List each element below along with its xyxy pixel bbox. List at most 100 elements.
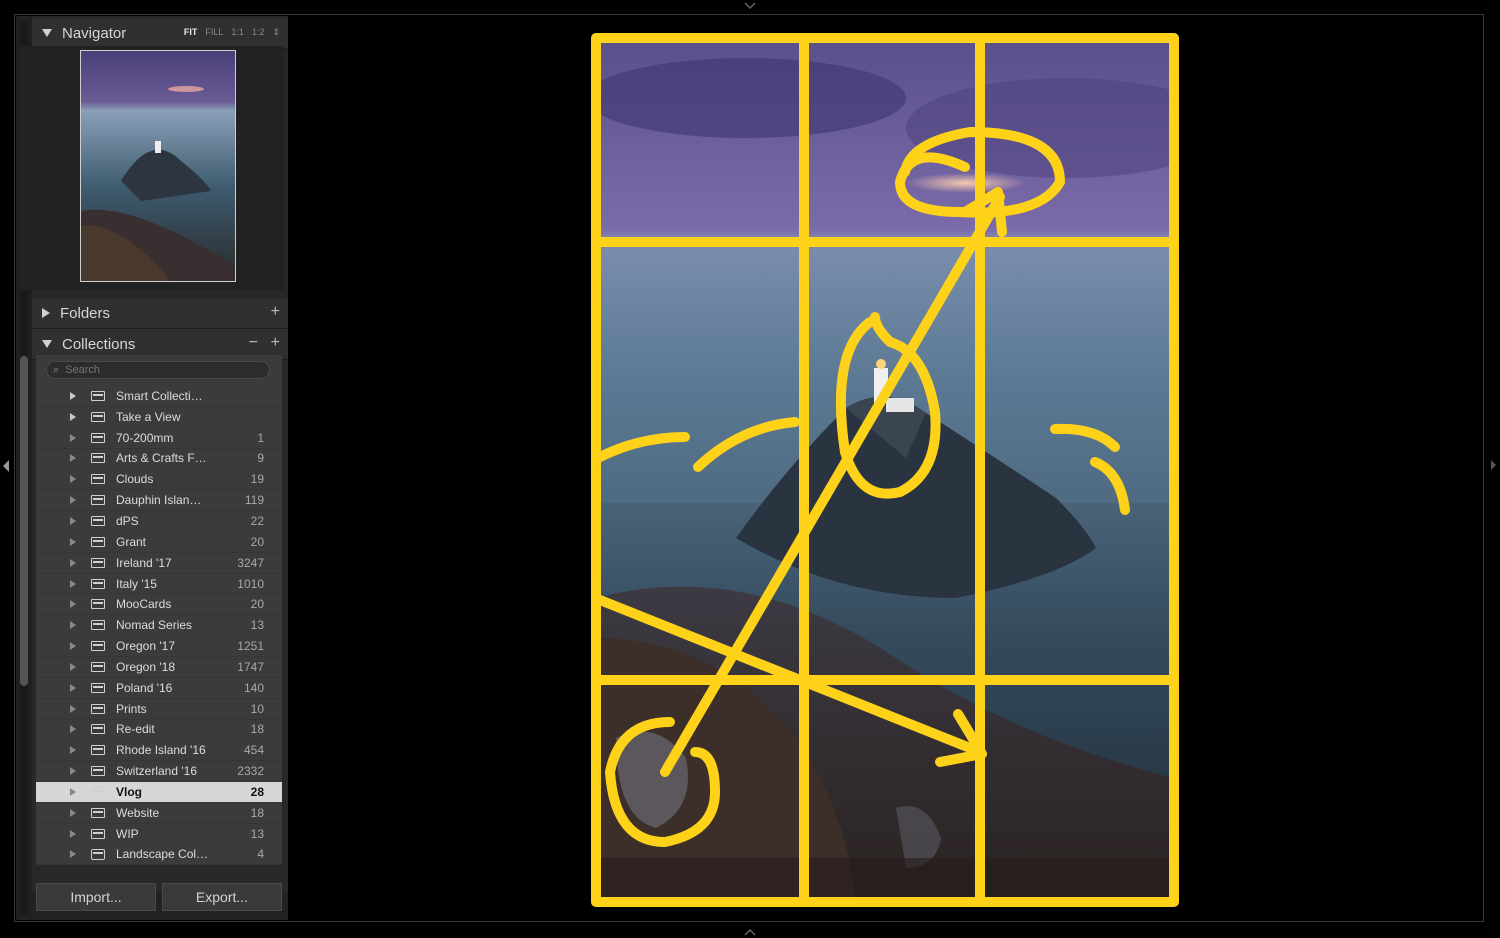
collection-name: Dauphin Islan… — [116, 493, 202, 508]
collection-row[interactable]: Arts & Crafts F… 9 — [36, 449, 282, 470]
disclosure-triangle-icon[interactable] — [70, 537, 76, 546]
zoom-fill[interactable]: FILL — [205, 27, 224, 37]
zoom-updown-icon[interactable]: ⇕ — [272, 27, 280, 37]
expand-triangle-icon[interactable] — [42, 308, 50, 318]
collection-row[interactable]: Smart Collecti… — [36, 386, 282, 407]
scroll-thumb[interactable] — [20, 356, 28, 686]
disclosure-triangle-icon[interactable] — [70, 683, 76, 692]
collection-name: Vlog — [116, 784, 142, 799]
collection-row[interactable]: Dauphin Islan… 119 — [36, 490, 282, 512]
collection-row[interactable]: 70-200mm 1 — [36, 428, 282, 449]
collection-row[interactable]: Grant 20 — [36, 532, 282, 553]
collection-row[interactable]: Re-edit 18 — [36, 720, 282, 741]
collection-count: 13 — [250, 618, 264, 633]
collection-row[interactable]: Poland '16 140 — [36, 678, 282, 699]
disclosure-triangle-icon[interactable] — [70, 579, 76, 588]
disclosure-triangle-icon[interactable] — [70, 829, 76, 838]
disclosure-triangle-icon[interactable] — [70, 621, 76, 630]
collapse-triangle-icon[interactable] — [42, 340, 52, 348]
collection-icon — [91, 620, 105, 631]
disclosure-triangle-icon[interactable] — [70, 662, 76, 671]
collection-row[interactable]: Clouds 19 — [36, 469, 282, 491]
disclosure-triangle-icon[interactable] — [70, 412, 76, 421]
collection-row[interactable]: MooCards 20 — [36, 594, 282, 616]
bottom-panel-toggle-icon[interactable] — [744, 928, 756, 936]
left-panel-toggle-icon[interactable] — [3, 460, 9, 472]
disclosure-triangle-icon[interactable] — [70, 433, 76, 442]
navigator-thumbnail[interactable] — [80, 50, 236, 282]
disclosure-triangle-icon[interactable] — [70, 850, 76, 859]
disclosure-triangle-icon[interactable] — [70, 600, 76, 609]
collection-row[interactable]: Nomad Series 13 — [36, 615, 282, 637]
disclosure-triangle-icon[interactable] — [70, 391, 76, 400]
add-collection-button[interactable]: + — [270, 334, 280, 351]
disclosure-triangle-icon[interactable] — [70, 558, 76, 567]
wave-stroke-4 — [1090, 457, 1130, 515]
collection-icon — [91, 474, 105, 485]
collection-icon — [91, 515, 105, 526]
disclosure-triangle-icon[interactable] — [70, 516, 76, 525]
collection-row[interactable]: Prints 10 — [36, 699, 282, 720]
collection-row[interactable]: Vlog 28 — [36, 782, 282, 803]
collection-count: 3247 — [237, 555, 264, 570]
leading-arrowhead — [960, 187, 1007, 237]
collection-name: Landscape Col… — [116, 847, 209, 862]
collection-row[interactable]: Ireland '17 3247 — [36, 553, 282, 574]
disclosure-triangle-icon[interactable] — [70, 454, 76, 463]
main-photo[interactable] — [596, 38, 1174, 902]
disclosure-triangle-icon[interactable] — [70, 725, 76, 734]
collection-row[interactable]: dPS 22 — [36, 511, 282, 532]
export-button[interactable]: Export... — [162, 883, 282, 911]
disclosure-triangle-icon[interactable] — [70, 787, 76, 796]
remove-collection-button[interactable]: − — [248, 334, 258, 351]
collection-name: Website — [116, 805, 160, 820]
collection-count: 1 — [257, 430, 264, 445]
collection-row[interactable]: Landscape Col… 4 — [36, 845, 282, 865]
disclosure-triangle-icon[interactable] — [70, 808, 76, 817]
collection-row[interactable]: Rhode Island '16 454 — [36, 740, 282, 762]
collection-row[interactable]: Italy '15 1010 — [36, 574, 282, 595]
folders-header[interactable]: Folders + — [32, 298, 288, 329]
collection-row[interactable]: Website 18 — [36, 803, 282, 824]
collection-name: Oregon '18 — [116, 659, 175, 674]
collection-name: Grant — [116, 534, 147, 549]
disclosure-triangle-icon[interactable] — [70, 475, 76, 484]
navigator-header[interactable]: Navigator FIT FILL 1:1 1:2 ⇕ — [32, 18, 288, 49]
photo-canvas[interactable] — [590, 32, 1180, 908]
zoom-1-2[interactable]: 1:2 — [251, 27, 265, 37]
disclosure-triangle-icon[interactable] — [70, 767, 76, 776]
add-folder-button[interactable]: + — [270, 303, 280, 320]
collection-row[interactable]: Take a View — [36, 407, 282, 428]
collection-count: 9 — [257, 451, 264, 466]
collections-list: Smart Collecti… Take a View 70-200mm 1 Arts … — [36, 386, 282, 865]
collection-row[interactable]: WIP 13 — [36, 824, 282, 845]
collection-count: 13 — [250, 826, 264, 841]
collection-name: Re-edit — [116, 722, 155, 737]
disclosure-triangle-icon[interactable] — [70, 642, 76, 651]
zoom-fit[interactable]: FIT — [183, 27, 198, 37]
collections-search[interactable]: ⌕ — [46, 361, 270, 379]
collection-row[interactable]: Oregon '18 1747 — [36, 657, 282, 678]
collection-row[interactable]: Switzerland '16 2332 — [36, 761, 282, 783]
collections-search-input[interactable] — [63, 363, 248, 377]
disclosure-triangle-icon[interactable] — [70, 704, 76, 713]
right-panel-toggle-icon[interactable] — [1491, 460, 1496, 470]
disclosure-triangle-icon[interactable] — [70, 496, 76, 505]
collection-count: 10 — [250, 701, 264, 716]
collections-title: Collections — [62, 335, 136, 353]
print-icon — [91, 848, 105, 860]
collection-count: 1747 — [237, 659, 264, 674]
navigator-preview[interactable] — [20, 46, 284, 290]
import-button[interactable]: Import... — [36, 883, 156, 911]
collection-icon — [91, 745, 105, 756]
collection-name: MooCards — [116, 597, 172, 612]
collection-name: Oregon '17 — [116, 639, 175, 654]
collection-icon — [91, 536, 105, 547]
zoom-1-1[interactable]: 1:1 — [231, 27, 244, 37]
disclosure-triangle-icon[interactable] — [70, 746, 76, 755]
main-frame — [14, 14, 1484, 922]
lighthouse-photo — [596, 38, 1174, 902]
collapse-triangle-icon[interactable] — [42, 29, 52, 37]
collection-row[interactable]: Oregon '17 1251 — [36, 636, 282, 657]
top-panel-toggle-icon[interactable] — [744, 2, 756, 10]
